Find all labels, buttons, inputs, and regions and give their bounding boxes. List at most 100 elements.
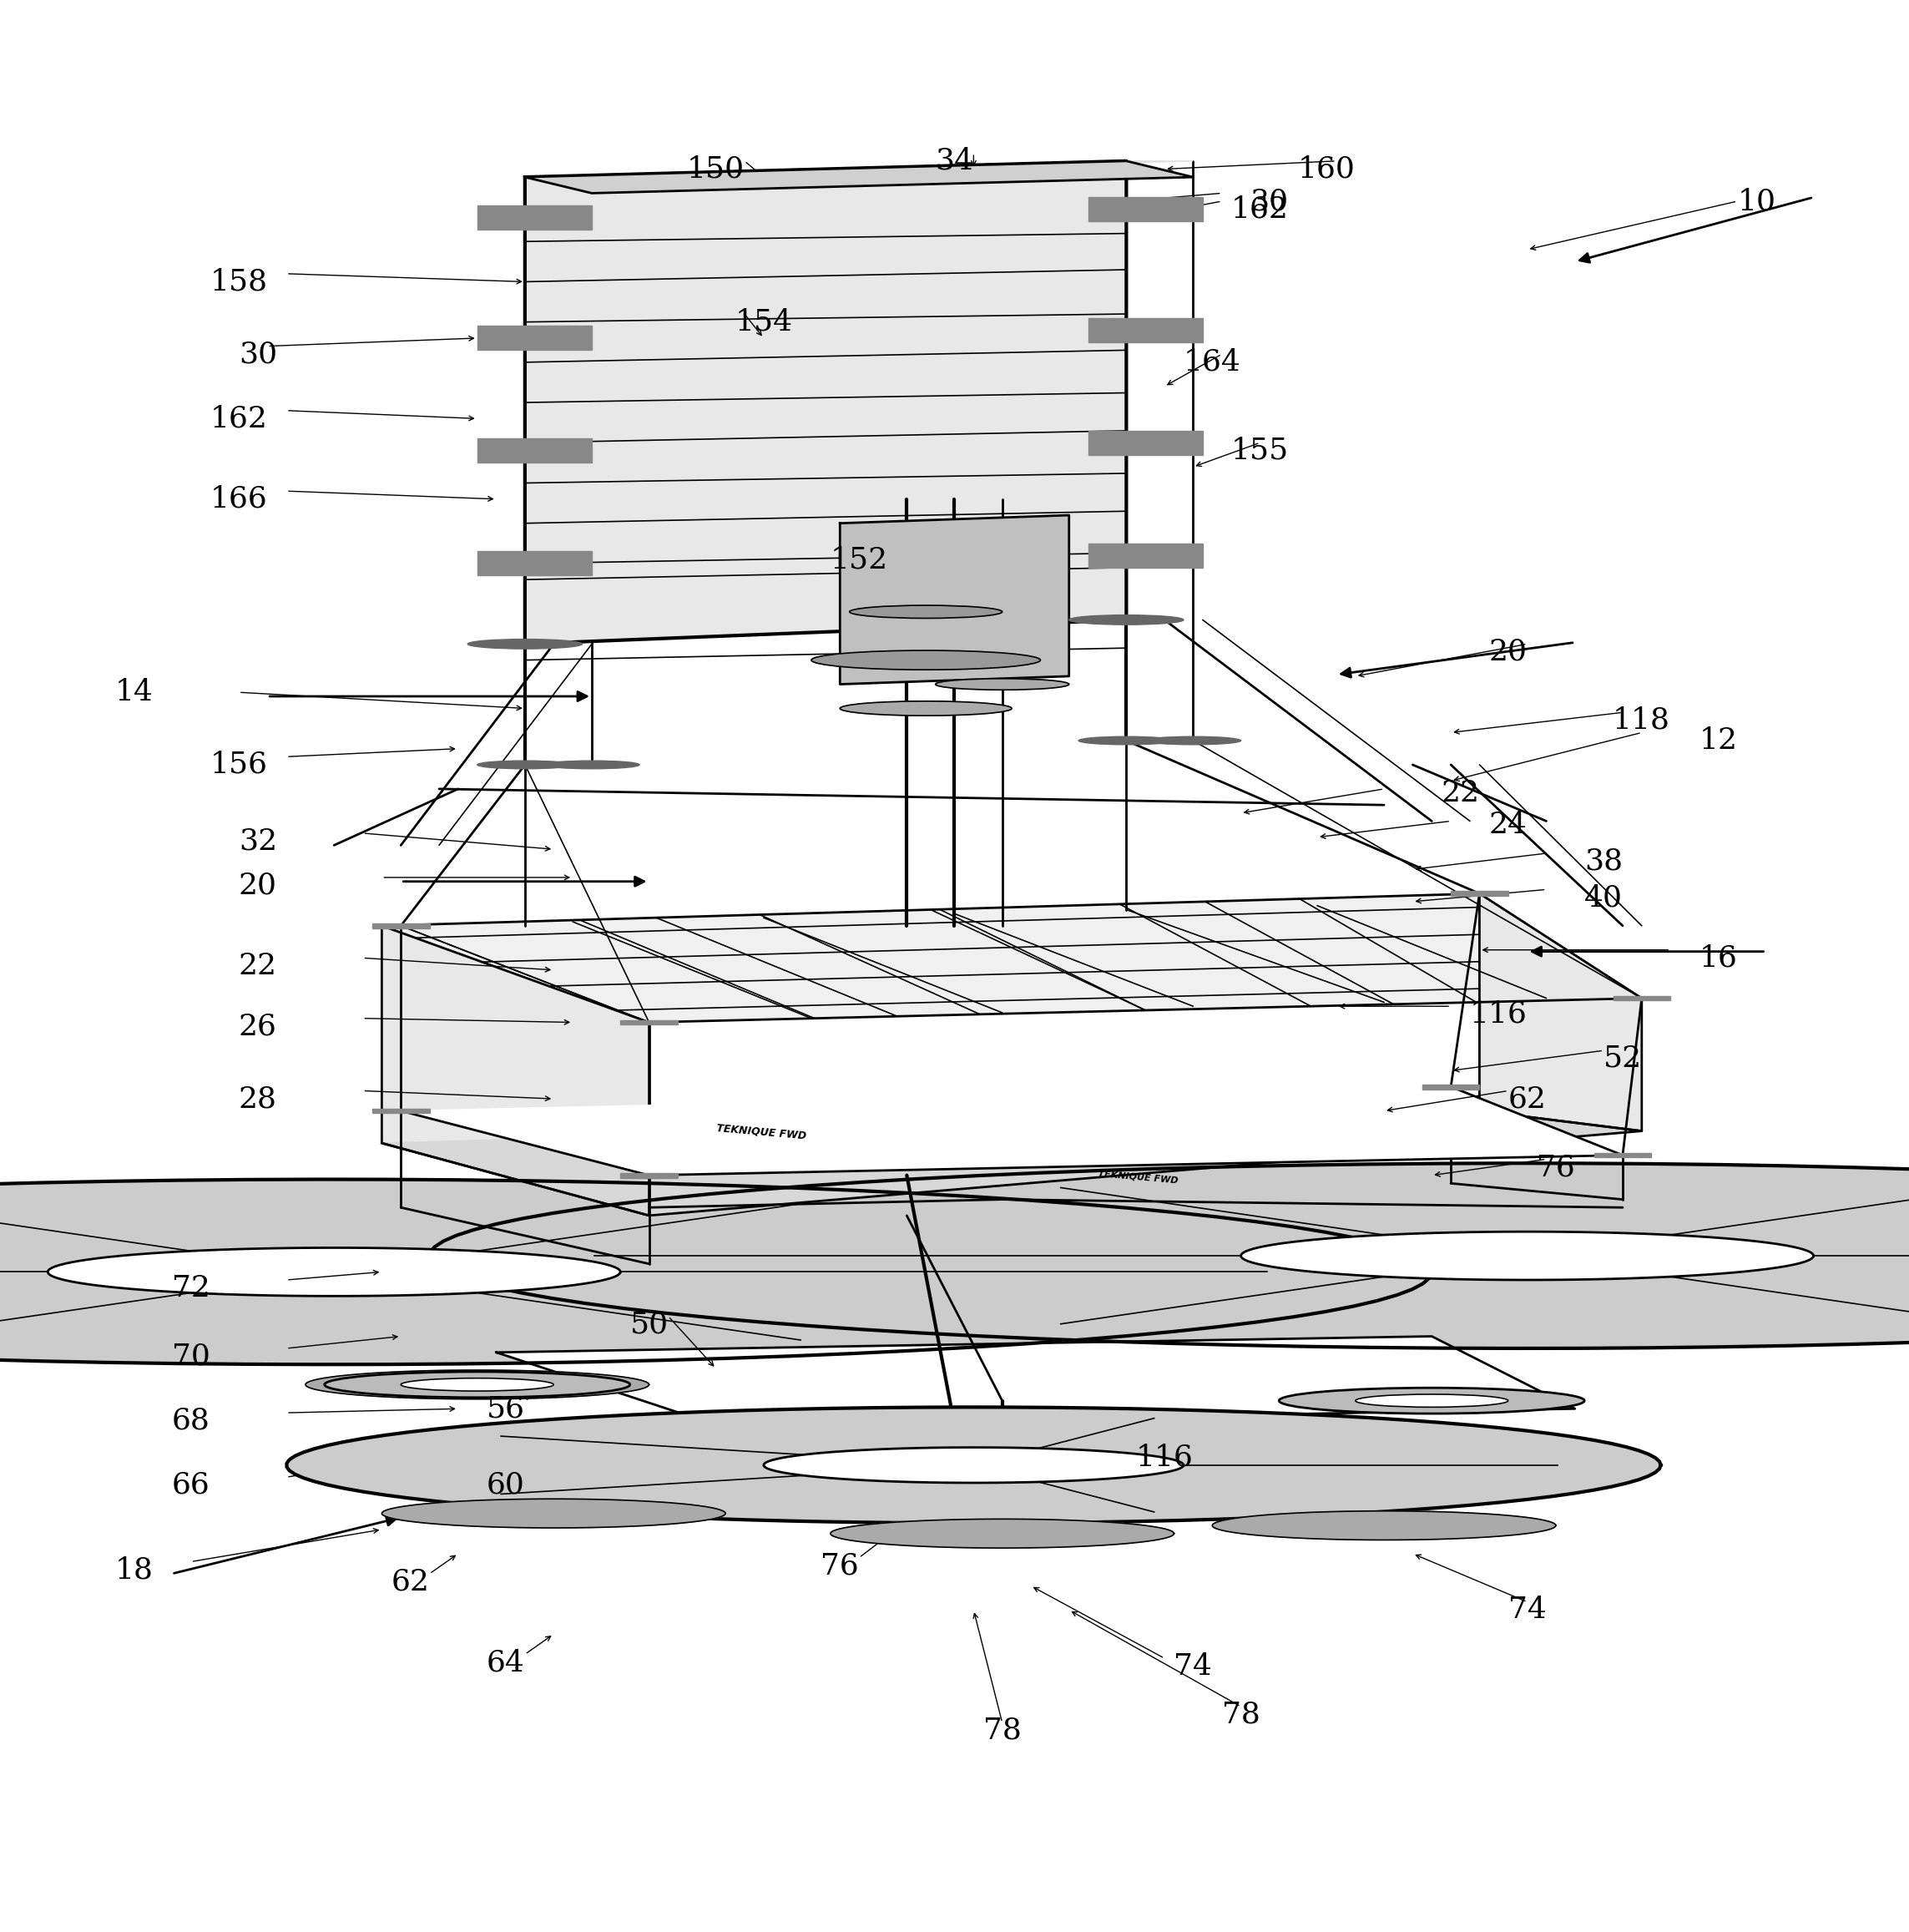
Text: 154: 154 <box>735 307 792 336</box>
Text: 62: 62 <box>391 1567 430 1596</box>
Text: 20: 20 <box>239 871 277 900</box>
Text: 70: 70 <box>172 1343 210 1370</box>
Circle shape <box>468 639 582 649</box>
Text: 40: 40 <box>1584 883 1623 912</box>
Circle shape <box>811 651 1040 670</box>
Text: 78: 78 <box>983 1716 1021 1745</box>
Polygon shape <box>525 160 1193 178</box>
Polygon shape <box>525 160 1126 643</box>
Polygon shape <box>382 1499 725 1528</box>
Text: 24: 24 <box>1489 811 1527 838</box>
Text: 14: 14 <box>115 678 153 707</box>
Polygon shape <box>830 1519 1174 1548</box>
Bar <box>372 923 430 927</box>
Bar <box>372 1109 430 1113</box>
Polygon shape <box>1479 893 1642 1130</box>
Text: 18: 18 <box>115 1555 153 1584</box>
Text: 38: 38 <box>1584 846 1623 875</box>
Text: 28: 28 <box>239 1084 277 1113</box>
Text: 160: 160 <box>1298 155 1355 184</box>
Circle shape <box>401 1378 554 1391</box>
Bar <box>1088 197 1203 222</box>
Text: 116: 116 <box>1136 1443 1193 1472</box>
Text: TEKNIQUE FWD: TEKNIQUE FWD <box>1098 1169 1178 1184</box>
Bar <box>477 205 592 230</box>
Bar <box>1451 891 1508 896</box>
Text: TEKNIQUE FWD: TEKNIQUE FWD <box>716 1122 808 1142</box>
Polygon shape <box>0 1179 1432 1364</box>
Text: 32: 32 <box>239 827 277 856</box>
Polygon shape <box>496 1337 1575 1426</box>
Circle shape <box>935 678 1069 690</box>
Text: 72: 72 <box>172 1273 210 1302</box>
Text: 155: 155 <box>1231 437 1289 466</box>
Text: 74: 74 <box>1174 1652 1212 1681</box>
Circle shape <box>1355 1395 1508 1406</box>
Text: 30: 30 <box>1250 187 1289 216</box>
Bar <box>1088 431 1203 454</box>
Text: 20: 20 <box>1489 638 1527 667</box>
Polygon shape <box>382 1111 1642 1215</box>
Text: 34: 34 <box>935 147 974 176</box>
Text: 150: 150 <box>687 155 745 184</box>
Polygon shape <box>382 925 649 1215</box>
Text: 16: 16 <box>1699 943 1737 972</box>
Text: 26: 26 <box>239 1012 277 1041</box>
Circle shape <box>1079 736 1174 744</box>
Text: 22: 22 <box>1441 779 1479 808</box>
Bar <box>477 551 592 576</box>
Circle shape <box>840 701 1012 715</box>
Text: 12: 12 <box>1699 726 1737 755</box>
Text: 76: 76 <box>821 1551 859 1580</box>
Bar <box>1594 1153 1651 1157</box>
Text: 66: 66 <box>172 1470 210 1499</box>
Text: 152: 152 <box>830 545 888 574</box>
Polygon shape <box>305 1370 649 1399</box>
Text: 74: 74 <box>1508 1596 1546 1625</box>
Text: 30: 30 <box>239 340 277 369</box>
Bar <box>1088 319 1203 342</box>
Polygon shape <box>286 1406 1661 1522</box>
Polygon shape <box>401 1086 1623 1175</box>
Text: 60: 60 <box>487 1470 525 1499</box>
Circle shape <box>1279 1387 1584 1414</box>
Text: 156: 156 <box>210 750 267 779</box>
Bar <box>477 327 592 350</box>
Text: 62: 62 <box>1508 1084 1546 1113</box>
Bar <box>620 1020 678 1024</box>
Text: 162: 162 <box>1231 195 1289 224</box>
Circle shape <box>325 1372 630 1397</box>
Polygon shape <box>48 1248 620 1296</box>
Polygon shape <box>764 1447 1184 1482</box>
Text: 50: 50 <box>630 1310 668 1339</box>
Bar <box>1422 1084 1479 1090</box>
Text: 166: 166 <box>210 485 267 514</box>
Text: 116: 116 <box>1470 1001 1527 1028</box>
Text: 164: 164 <box>1184 348 1241 377</box>
Bar <box>620 1173 678 1179</box>
Circle shape <box>1145 736 1241 744</box>
Text: 76: 76 <box>1537 1153 1575 1182</box>
Text: 64: 64 <box>487 1648 525 1677</box>
Text: 10: 10 <box>1737 187 1775 216</box>
Polygon shape <box>525 160 1193 193</box>
Text: 78: 78 <box>1222 1700 1260 1729</box>
Text: 158: 158 <box>210 267 267 296</box>
Circle shape <box>1069 614 1184 624</box>
Bar <box>1613 995 1670 1001</box>
Polygon shape <box>1212 1511 1556 1540</box>
Circle shape <box>544 761 640 769</box>
Text: 22: 22 <box>239 952 277 980</box>
Text: 68: 68 <box>172 1406 210 1435</box>
Polygon shape <box>840 516 1069 684</box>
Text: 162: 162 <box>210 404 267 433</box>
Polygon shape <box>430 1163 1909 1349</box>
Circle shape <box>850 605 1002 618</box>
Polygon shape <box>1241 1233 1814 1279</box>
Text: 56: 56 <box>487 1395 525 1424</box>
Text: 52: 52 <box>1604 1045 1642 1072</box>
Circle shape <box>477 761 573 769</box>
Bar <box>1088 543 1203 568</box>
Text: 118: 118 <box>1613 707 1670 734</box>
Polygon shape <box>382 893 1642 1022</box>
